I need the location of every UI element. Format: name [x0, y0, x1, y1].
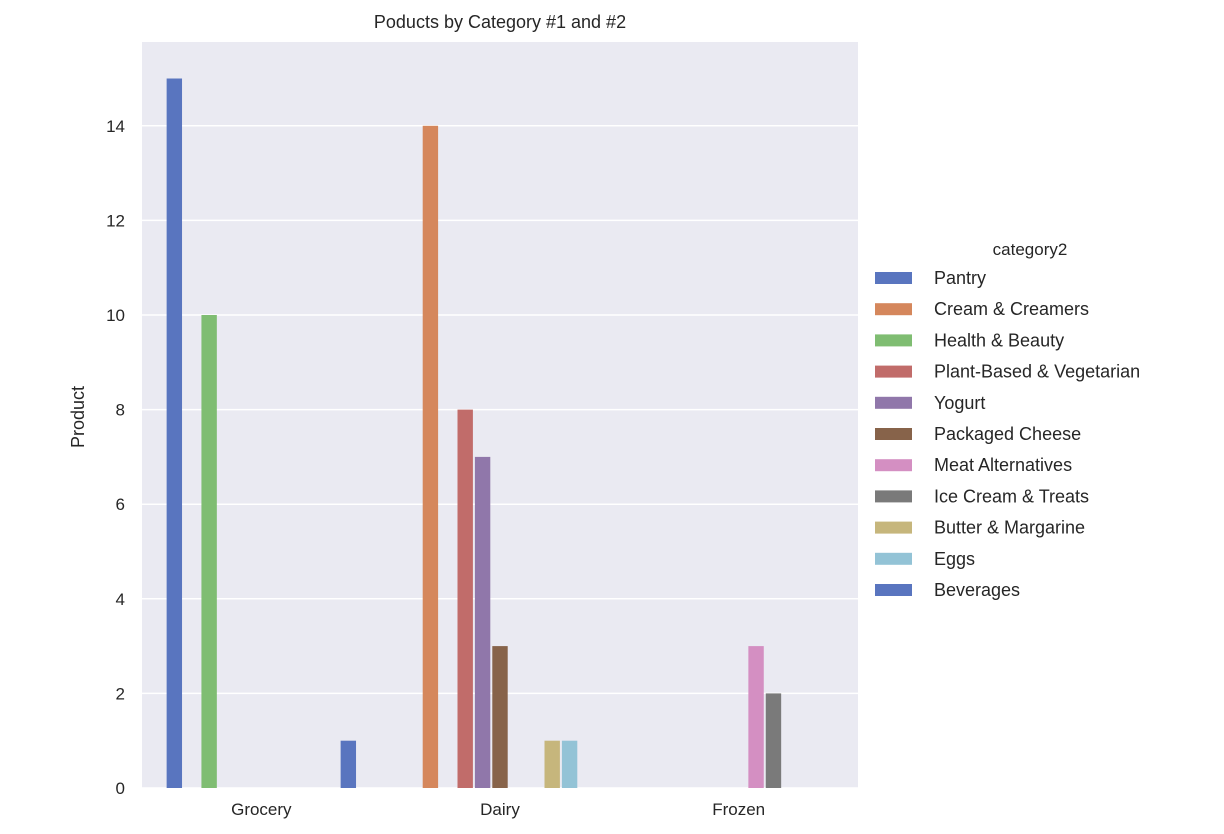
y-axis-label: Product	[68, 386, 88, 448]
x-tick-label: Frozen	[712, 800, 765, 819]
chart-title: Poducts by Category #1 and #2	[374, 12, 626, 32]
legend-label: Beverages	[934, 580, 1020, 600]
y-tick-label: 14	[106, 117, 125, 136]
legend-swatch	[875, 396, 912, 409]
legend-label: Health & Beauty	[934, 330, 1064, 350]
legend-swatch	[875, 459, 912, 472]
bar-dairy-3	[457, 409, 473, 788]
legend: category2 Pantry Cream & Creamers Health &…	[875, 240, 1140, 600]
bar-dairy-5	[492, 646, 508, 788]
y-tick-label: 10	[106, 306, 125, 325]
legend-label: Yogurt	[934, 393, 985, 413]
x-tick-labels: Grocery Dairy Frozen	[231, 800, 765, 819]
legend-swatch	[875, 303, 912, 316]
bar-grocery-0	[166, 78, 183, 788]
legend-swatch	[875, 521, 912, 534]
legend-label: Pantry	[934, 268, 986, 288]
legend-title: category2	[993, 240, 1068, 259]
y-tick-label: 6	[116, 495, 125, 514]
bar-dairy-9	[561, 740, 578, 788]
bar-dairy-8	[544, 740, 560, 788]
y-tick-label: 0	[116, 779, 125, 798]
x-tick-label: Dairy	[480, 800, 520, 819]
legend-swatch	[875, 490, 912, 503]
y-tick-label: 8	[116, 401, 125, 420]
bar-frozen-6	[748, 646, 764, 788]
legend-label: Ice Cream & Treats	[934, 486, 1089, 506]
legend-label: Meat Alternatives	[934, 455, 1072, 475]
legend-label: Cream & Creamers	[934, 299, 1089, 319]
y-tick-label: 12	[106, 211, 125, 230]
bar-frozen-7	[765, 693, 782, 788]
legend-swatch	[875, 334, 912, 347]
y-tick-labels: 0 2 4 6 8 10 12 14	[106, 117, 125, 798]
legend-label: Plant-Based & Vegetarian	[934, 362, 1140, 382]
legend-swatch	[875, 584, 912, 596]
legend-swatch	[875, 272, 912, 284]
x-tick-label: Grocery	[231, 800, 292, 819]
bar-grocery-10	[340, 740, 357, 788]
bar-dairy-4	[474, 456, 491, 788]
legend-label: Butter & Margarine	[934, 518, 1085, 538]
bars	[166, 78, 782, 789]
bar-dairy-1	[422, 125, 439, 789]
y-tick-label: 4	[116, 590, 125, 609]
legend-label: Eggs	[934, 549, 975, 569]
y-tick-label: 2	[116, 684, 125, 703]
legend-swatch	[875, 552, 912, 565]
legend-swatch	[875, 365, 912, 378]
legend-swatch	[875, 428, 912, 440]
bar-grocery-2	[201, 315, 217, 788]
legend-label: Packaged Cheese	[934, 424, 1081, 444]
